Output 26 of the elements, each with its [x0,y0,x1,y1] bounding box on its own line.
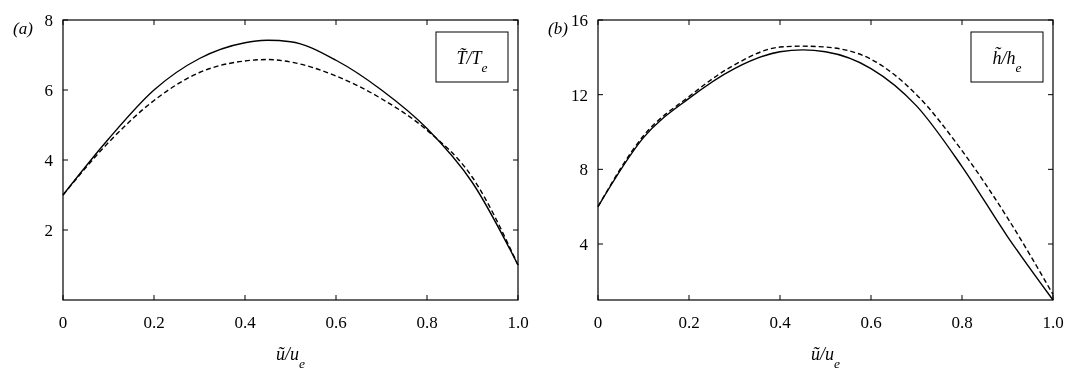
y-tick-label: 6 [44,81,53,100]
y-axis-title: T̃/T$_{e}$ [456,48,488,75]
x-tick-label: 0.2 [143,313,165,332]
y-axis-title: h̃/h$_{e}$ [992,47,1022,75]
x-tick-label: 0 [593,313,603,332]
x-tick-label: 0.8 [416,313,438,332]
y-tick-label: 4 [44,151,54,170]
y-tick-label: 16 [571,11,588,30]
x-axis-title: ũ/u$_{e}$ [275,344,306,371]
x-tick-label: 0.6 [860,313,882,332]
x-tick-label: 0.2 [678,313,700,332]
y-tick-label: 8 [579,160,588,180]
x-tick-label: 1.0 [1042,313,1064,332]
chart-title: (b) [548,19,569,38]
x-tick-label: 0.6 [325,313,347,332]
x-tick-label: 0 [58,313,68,332]
x-axis-title: ũ/u$_{e}$ [810,344,841,371]
y-tick-label: 2 [44,221,53,240]
y-tick-label: 4 [579,235,589,254]
x-tick-label: 0.8 [951,313,973,332]
y-tick-label: 8 [44,11,53,30]
x-tick-label: 0.4 [234,313,257,332]
x-tick-label: 1.0 [507,313,529,332]
chart-title: (a) [13,19,34,38]
x-tick-label: 0.4 [769,313,792,332]
y-tick-label: 12 [571,85,588,105]
